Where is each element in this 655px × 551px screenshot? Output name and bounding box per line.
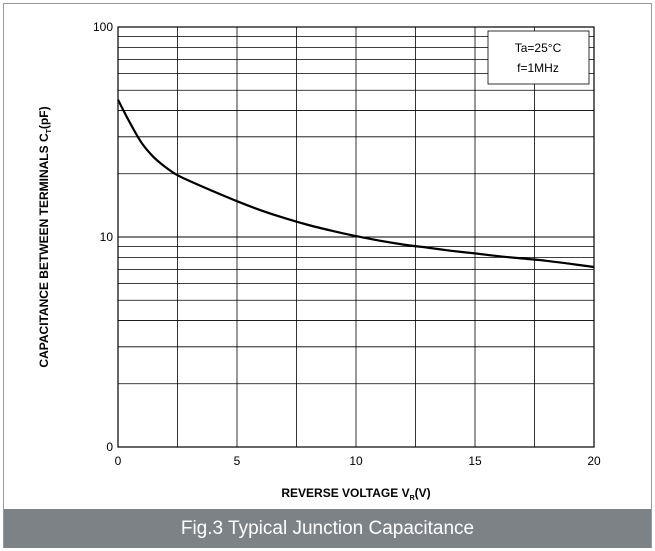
- grid: [117, 27, 595, 447]
- x-axis-label: REVERSE VOLTAGE VR(V): [281, 486, 430, 502]
- note-frequency: f=1MHz: [517, 61, 559, 75]
- note-temperature: Ta=25°C: [515, 41, 562, 55]
- conditions-box: [487, 30, 590, 85]
- x-tick-label: 20: [587, 454, 601, 468]
- figure-caption: Fig.3 Typical Junction Capacitance: [4, 509, 651, 548]
- x-tick-label: 10: [349, 454, 363, 468]
- y-tick-label: 100: [93, 20, 113, 34]
- y-tick-label: 10: [100, 230, 114, 244]
- capacitance-curve: [117, 99, 595, 269]
- y-tick-labels: 0 10 100: [93, 20, 113, 454]
- x-tick-label: 15: [468, 454, 482, 468]
- x-tick-label: 5: [234, 454, 241, 468]
- y-axis-label: CAPACITANCE BETWEEN TERMINALS CT(pF): [37, 106, 53, 367]
- x-tick-labels: 0 5 10 15 20: [115, 454, 601, 468]
- plot-border: [117, 26, 595, 448]
- y-tick-label: 0: [106, 440, 113, 454]
- x-tick-label: 0: [115, 454, 122, 468]
